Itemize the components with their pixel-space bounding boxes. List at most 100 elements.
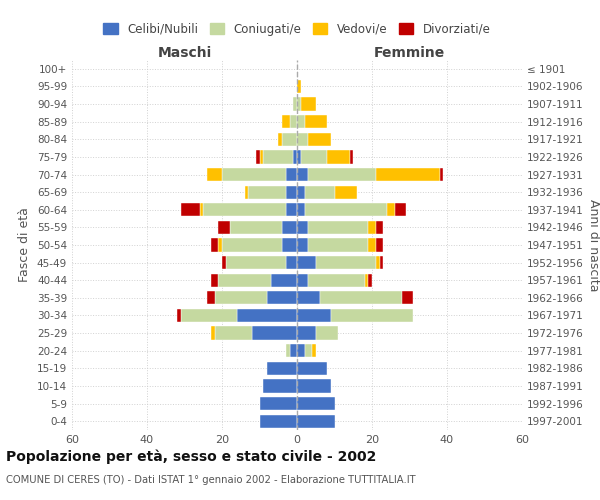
- Bar: [297, 115, 305, 128]
- Bar: [263, 380, 297, 392]
- Bar: [211, 274, 218, 287]
- Bar: [218, 274, 271, 287]
- Bar: [297, 274, 308, 287]
- Bar: [278, 132, 282, 146]
- Bar: [267, 291, 297, 304]
- Bar: [297, 362, 327, 375]
- Bar: [376, 221, 383, 234]
- Bar: [316, 326, 338, 340]
- Legend: Celibi/Nubili, Coniugati/e, Vedovi/e, Divorziati/e: Celibi/Nubili, Coniugati/e, Vedovi/e, Di…: [98, 18, 496, 40]
- Y-axis label: Fasce di età: Fasce di età: [19, 208, 31, 282]
- Bar: [308, 168, 376, 181]
- Bar: [286, 186, 297, 198]
- Bar: [252, 326, 297, 340]
- Bar: [229, 221, 282, 234]
- Bar: [282, 132, 297, 146]
- Bar: [305, 344, 312, 358]
- Bar: [218, 221, 229, 234]
- Bar: [297, 256, 316, 269]
- Bar: [177, 309, 181, 322]
- Bar: [316, 256, 376, 269]
- Bar: [181, 309, 237, 322]
- Bar: [286, 168, 297, 181]
- Bar: [211, 238, 218, 252]
- Bar: [305, 203, 387, 216]
- Bar: [301, 150, 327, 164]
- Bar: [207, 168, 222, 181]
- Bar: [305, 186, 335, 198]
- Bar: [297, 380, 331, 392]
- Bar: [305, 115, 327, 128]
- Bar: [211, 326, 215, 340]
- Bar: [376, 238, 383, 252]
- Bar: [207, 291, 215, 304]
- Bar: [387, 203, 395, 216]
- Bar: [368, 274, 372, 287]
- Bar: [248, 186, 286, 198]
- Bar: [260, 397, 297, 410]
- Bar: [237, 309, 297, 322]
- Bar: [376, 168, 439, 181]
- Bar: [308, 221, 368, 234]
- Bar: [308, 132, 331, 146]
- Text: Femmine: Femmine: [374, 46, 445, 60]
- Bar: [297, 326, 316, 340]
- Bar: [297, 291, 320, 304]
- Bar: [222, 256, 226, 269]
- Bar: [327, 150, 349, 164]
- Bar: [293, 98, 297, 110]
- Bar: [271, 274, 297, 287]
- Bar: [297, 80, 301, 93]
- Bar: [365, 274, 368, 287]
- Bar: [215, 291, 267, 304]
- Bar: [297, 132, 308, 146]
- Bar: [286, 256, 297, 269]
- Text: COMUNE DI CERES (TO) - Dati ISTAT 1° gennaio 2002 - Elaborazione TUTTITALIA.IT: COMUNE DI CERES (TO) - Dati ISTAT 1° gen…: [6, 475, 416, 485]
- Bar: [203, 203, 286, 216]
- Bar: [297, 309, 331, 322]
- Bar: [297, 397, 335, 410]
- Bar: [368, 221, 376, 234]
- Bar: [286, 203, 297, 216]
- Bar: [380, 256, 383, 269]
- Bar: [395, 203, 406, 216]
- Bar: [181, 203, 199, 216]
- Text: Maschi: Maschi: [157, 46, 212, 60]
- Bar: [215, 326, 252, 340]
- Bar: [256, 150, 260, 164]
- Bar: [439, 168, 443, 181]
- Bar: [282, 115, 290, 128]
- Bar: [290, 115, 297, 128]
- Bar: [218, 238, 222, 252]
- Bar: [297, 186, 305, 198]
- Bar: [297, 150, 301, 164]
- Y-axis label: Anni di nascita: Anni di nascita: [587, 198, 600, 291]
- Bar: [349, 150, 353, 164]
- Bar: [260, 414, 297, 428]
- Text: Popolazione per età, sesso e stato civile - 2002: Popolazione per età, sesso e stato civil…: [6, 450, 376, 464]
- Bar: [297, 344, 305, 358]
- Bar: [297, 414, 335, 428]
- Bar: [199, 203, 203, 216]
- Bar: [286, 344, 290, 358]
- Bar: [312, 344, 316, 358]
- Bar: [226, 256, 286, 269]
- Bar: [297, 203, 305, 216]
- Bar: [290, 344, 297, 358]
- Bar: [335, 186, 357, 198]
- Bar: [320, 291, 402, 304]
- Bar: [297, 168, 308, 181]
- Bar: [282, 221, 297, 234]
- Bar: [331, 309, 413, 322]
- Bar: [297, 238, 308, 252]
- Bar: [293, 150, 297, 164]
- Bar: [297, 221, 308, 234]
- Bar: [263, 150, 293, 164]
- Bar: [301, 98, 316, 110]
- Bar: [260, 150, 263, 164]
- Bar: [245, 186, 248, 198]
- Bar: [402, 291, 413, 304]
- Bar: [308, 238, 368, 252]
- Bar: [308, 274, 365, 287]
- Bar: [267, 362, 297, 375]
